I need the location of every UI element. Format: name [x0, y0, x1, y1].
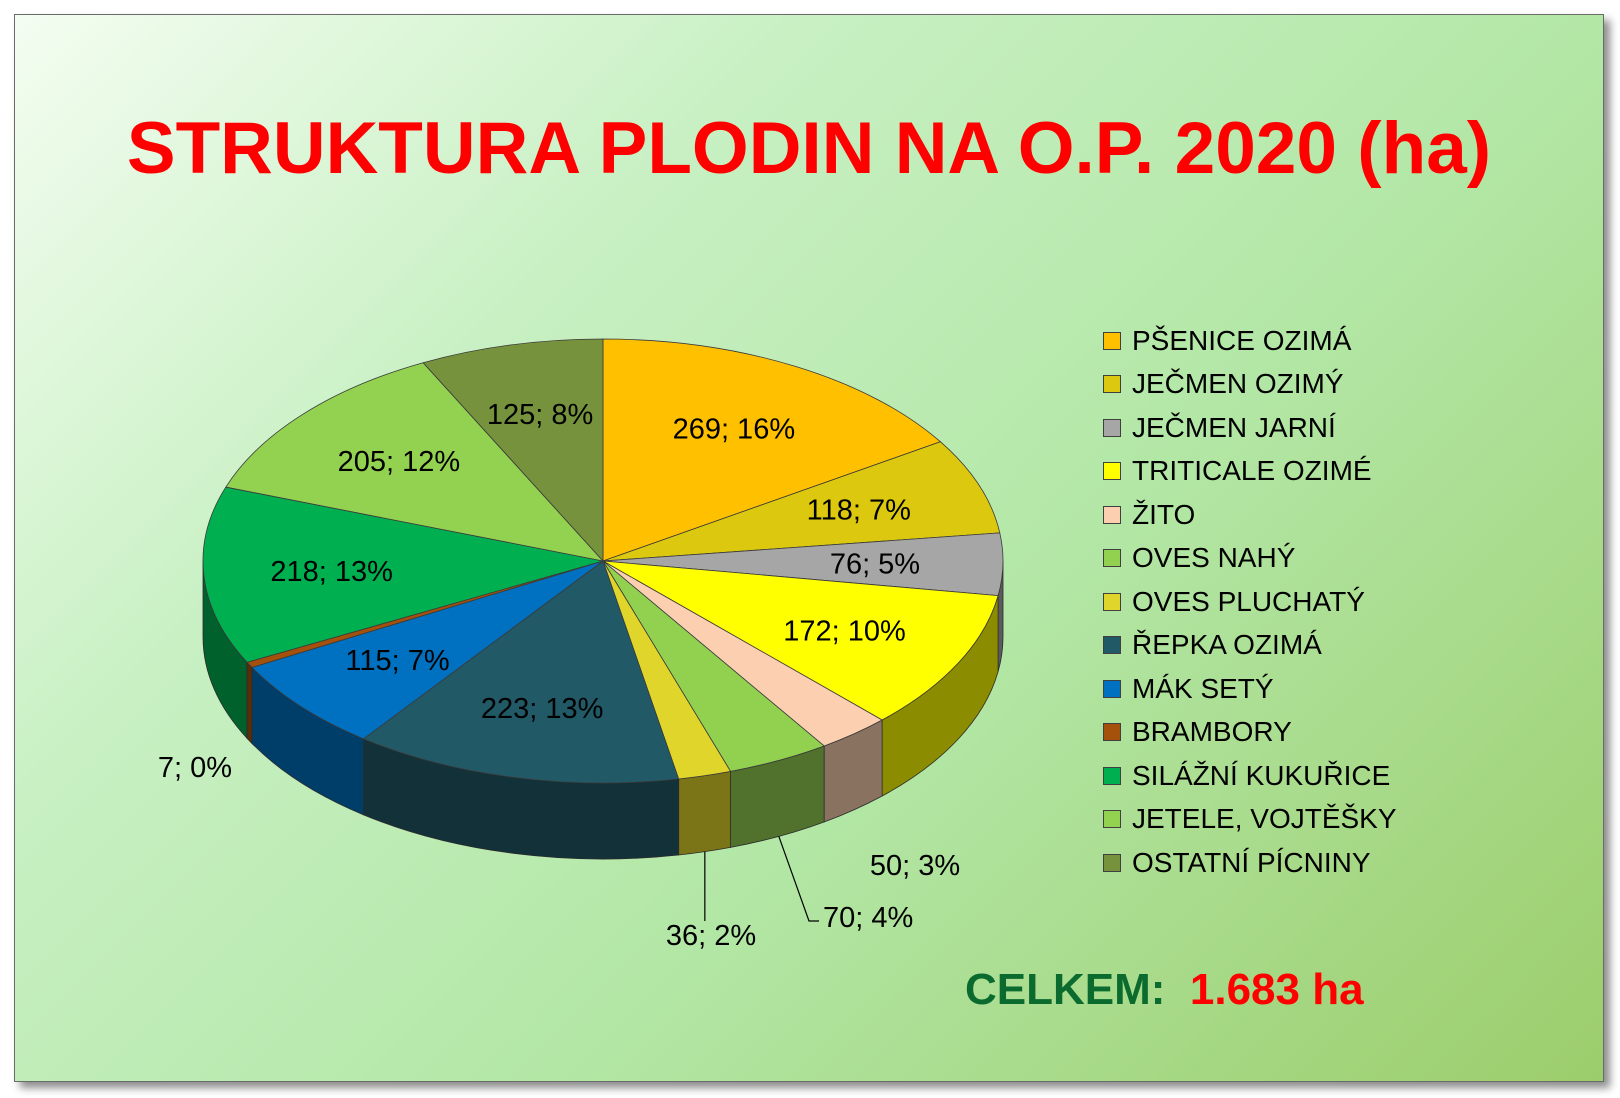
data-label-jecmen-ozimy: 118; 7%: [807, 495, 911, 527]
data-label-mak-sety: 115; 7%: [345, 645, 449, 677]
data-label-zito: 50; 3%: [870, 850, 960, 882]
legend-swatch: [1103, 505, 1121, 524]
pie-slice-silazni-kukurice: [202, 486, 604, 663]
legend-swatch: [1103, 810, 1121, 829]
legend-swatch: [1103, 766, 1121, 785]
legend-label: JEČMEN JARNÍ: [1132, 411, 1336, 443]
pie-slice-psenice-ozima: [602, 338, 942, 562]
legend-swatch: [1103, 679, 1121, 698]
legend-label: PŠENICE OZIMÁ: [1132, 324, 1352, 356]
pie-slice-jetele-vojtesky: [225, 362, 605, 562]
legend-item-jecmen-jarni: JEČMEN JARNÍ: [1103, 406, 1397, 450]
legend-label: ŽITO: [1132, 498, 1196, 530]
pie-slice-triticale-ozime: [602, 560, 999, 721]
legend-item-triticale-ozime: TRITICALE OZIMÉ: [1103, 450, 1397, 494]
chart-title: STRUKTURA PLODIN NA O.P. 2020 (ha): [126, 108, 1492, 189]
legend-swatch: [1103, 462, 1121, 481]
data-label-triticale-ozime: 172; 10%: [783, 615, 906, 647]
data-label-psenice-ozima: 269; 16%: [673, 414, 796, 446]
data-label-oves-nahy: 70; 4%: [823, 902, 913, 934]
total-label: CELKEM:: [965, 965, 1166, 1014]
legend-label: JEČMEN OZIMÝ: [1132, 368, 1344, 400]
legend-swatch: [1103, 592, 1121, 611]
legend-item-brambory: BRAMBORY: [1103, 711, 1397, 755]
legend-label: TRITICALE OZIMÉ: [1132, 455, 1372, 487]
legend-item-zito: ŽITO: [1103, 493, 1397, 537]
data-label-silazni-kukurice: 218; 13%: [270, 556, 393, 588]
legend-swatch: [1103, 331, 1121, 350]
data-label-ostatni-picniny: 125; 8%: [487, 399, 593, 431]
data-label-jetele-vojtesky: 205; 12%: [338, 446, 461, 478]
legend-label: OVES PLUCHATÝ: [1132, 585, 1365, 617]
legend-label: OVES NAHÝ: [1132, 542, 1296, 574]
total-value: 1.683 ha: [1189, 965, 1364, 1014]
leader-line-oves-nahy: [778, 836, 819, 922]
pie-slice-ostatni-picniny: [422, 338, 604, 563]
data-label-repka-ozima: 223; 13%: [481, 693, 604, 725]
legend-item-jecmen-ozimy: JEČMEN OZIMÝ: [1103, 363, 1397, 407]
legend-item-repka-ozima: ŘEPKA OZIMÁ: [1103, 624, 1397, 668]
total-summary: CELKEM: 1.683 ha: [965, 965, 1364, 1015]
legend-label: ŘEPKA OZIMÁ: [1132, 629, 1322, 661]
pie-slice-jecmen-ozimy: [602, 441, 1001, 562]
legend-swatch: [1103, 549, 1121, 568]
legend-swatch: [1103, 375, 1121, 394]
legend-item-psenice-ozima: PŠENICE OZIMÁ: [1103, 319, 1397, 363]
data-label-brambory: 7; 0%: [158, 752, 232, 784]
legend-item-mak-sety: MÁK SETÝ: [1103, 667, 1397, 711]
legend-label: SILÁŽNÍ KUKUŘICE: [1132, 759, 1391, 791]
pie-slice-mak-sety: [251, 560, 604, 740]
pie-chart: 269; 16% 118; 7% 76; 5% 172; 10% 50; 3% 70; 4…: [158, 338, 1004, 952]
legend-item-oves-nahy: OVES NAHÝ: [1103, 537, 1397, 581]
legend-swatch: [1103, 853, 1121, 872]
legend-swatch: [1103, 418, 1121, 437]
pie-slice-repka-ozima: [362, 560, 680, 784]
legend-item-ostatni-picniny: OSTATNÍ PÍCNINY: [1103, 841, 1397, 885]
data-label-oves-pluchaty: 36; 2%: [666, 920, 756, 952]
legend-item-silazni-kukurice: SILÁŽNÍ KUKUŘICE: [1103, 754, 1397, 798]
data-label-jecmen-jarni: 76; 5%: [830, 548, 920, 580]
pie-side-brambory: [246, 661, 253, 745]
legend-swatch: [1103, 636, 1121, 655]
legend-item-oves-pluchaty: OVES PLUCHATÝ: [1103, 580, 1397, 624]
legend-swatch: [1103, 723, 1121, 742]
chart-legend: PŠENICE OZIMÁ JEČMEN OZIMÝ JEČMEN JARNÍ TRI…: [1103, 319, 1397, 885]
legend-item-jetele-vojtesky: JETELE, VOJTĚŠKY: [1103, 798, 1397, 842]
legend-label: MÁK SETÝ: [1132, 672, 1274, 704]
legend-label: JETELE, VOJTĚŠKY: [1132, 803, 1397, 835]
legend-label: OSTATNÍ PÍCNINY: [1132, 846, 1371, 878]
pie-side-oves-pluchaty: [678, 770, 731, 856]
legend-label: BRAMBORY: [1132, 716, 1292, 748]
chart-frame: STRUKTURA PLODIN NA O.P. 2020 (ha) 269; …: [14, 14, 1604, 1082]
